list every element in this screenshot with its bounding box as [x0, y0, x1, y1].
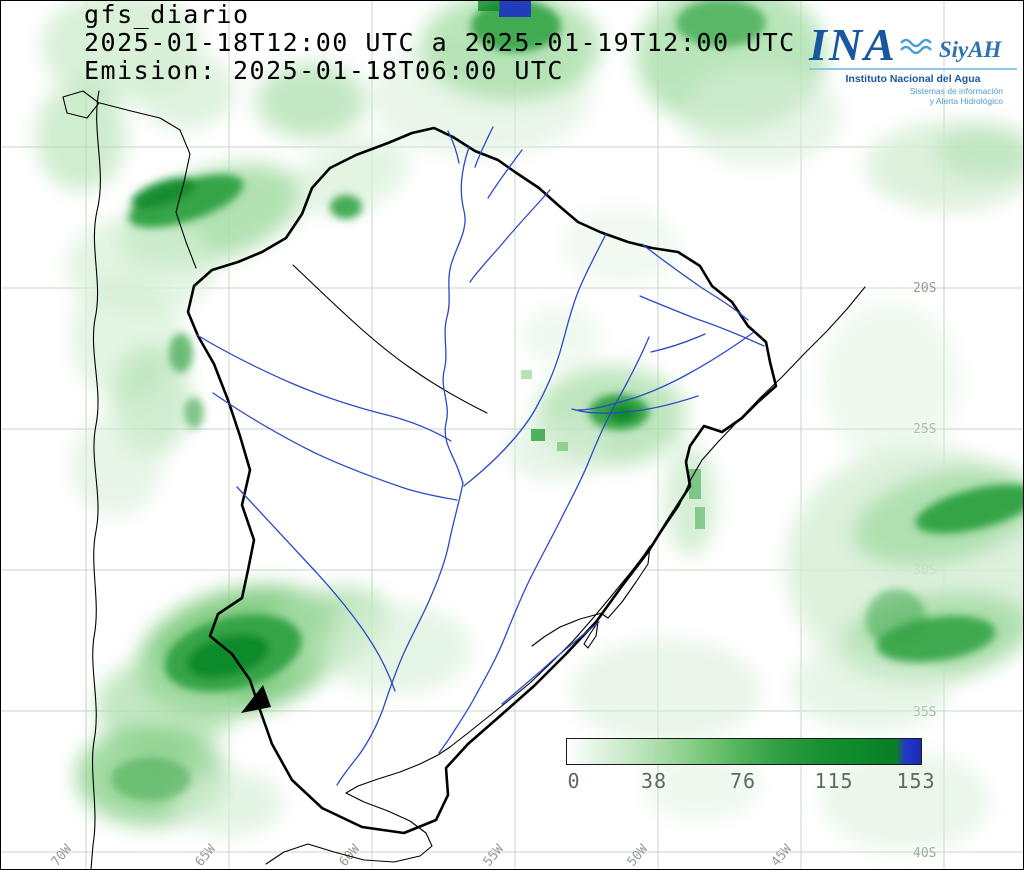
lake-outline — [62, 90, 100, 119]
wave-icon — [899, 35, 937, 61]
river-salado — [236, 486, 396, 692]
internal-border — [292, 264, 488, 414]
river-paraguay — [442, 146, 470, 484]
institute-name: Instituto Nacional del Agua — [845, 73, 981, 85]
river-tiete — [577, 331, 755, 411]
lon-label-65w: 65W — [193, 842, 220, 870]
precipitation-layer — [36, 1, 1023, 851]
basin-boundary-path — [186, 126, 778, 835]
forecast-period: 2025-01-18T12:00 UTC a 2025-01-19T12:00 … — [84, 28, 796, 57]
colorbar-tick-0: 0 — [567, 769, 581, 793]
river-headwater-3 — [487, 149, 523, 199]
system-line-2: y Alerta Hidrológico — [929, 96, 1003, 106]
country-borders — [62, 90, 866, 869]
uruguay-border — [531, 612, 603, 647]
bolivia-border — [99, 102, 197, 269]
river-iguazu — [571, 395, 699, 414]
product-name: gfs_diario — [84, 0, 250, 29]
andes-border — [90, 90, 101, 869]
lon-label-70w: 70W — [49, 842, 76, 870]
colorbar-tick-38: 38 — [640, 769, 668, 793]
river-headwater-2 — [474, 126, 494, 168]
lon-label-45w: 45W — [769, 842, 796, 870]
lon-label-55w: 55W — [481, 842, 508, 870]
colorbar-tick-76: 76 — [729, 769, 757, 793]
atlantic-coastline — [265, 286, 866, 865]
river-parana-lower — [336, 482, 464, 786]
river-uruguay — [438, 336, 650, 754]
river-pilcomayo — [196, 334, 452, 442]
river-negro — [501, 621, 600, 705]
river-paranaiba — [641, 243, 749, 321]
rivers-layer — [196, 126, 765, 786]
ina-logo-text: INA — [809, 19, 897, 70]
colorbar-tick-153: 153 — [896, 769, 936, 793]
ina-siyah-logo: INA SiyAH Instituto Nacional del Agua Si… — [809, 19, 1017, 106]
mirim-lagoon — [583, 621, 599, 649]
colorbar-tick-115: 115 — [814, 769, 854, 793]
precip-colorbar — [566, 738, 922, 765]
basin-boundary — [186, 126, 778, 835]
outlet-arrow-icon — [241, 685, 271, 713]
river-headwater-4 — [469, 189, 551, 283]
lon-label-50w: 50W — [625, 842, 652, 870]
river-bermejo — [212, 392, 458, 501]
river-ibicui — [650, 333, 706, 353]
colorbar-ticks: 0 38 76 115 153 — [566, 769, 934, 795]
logo-divider — [809, 68, 1017, 70]
system-line-1: Sistemas de información — [909, 86, 1003, 96]
river-parana-upper — [463, 233, 607, 487]
emission-time: Emision: 2025-01-18T06:00 UTC — [84, 56, 564, 85]
precip-pixels — [478, 1, 705, 529]
longitude-labels: 70W 65W 60W 55W 50W 45W — [49, 842, 796, 870]
siyah-logo-text: SiyAH — [938, 37, 1002, 62]
river-headwater-1 — [447, 130, 460, 164]
lat-label-20s: 20S — [913, 281, 936, 296]
header-text: gfs_diario 2025-01-18T12:00 UTC a 2025-0… — [84, 1, 796, 85]
